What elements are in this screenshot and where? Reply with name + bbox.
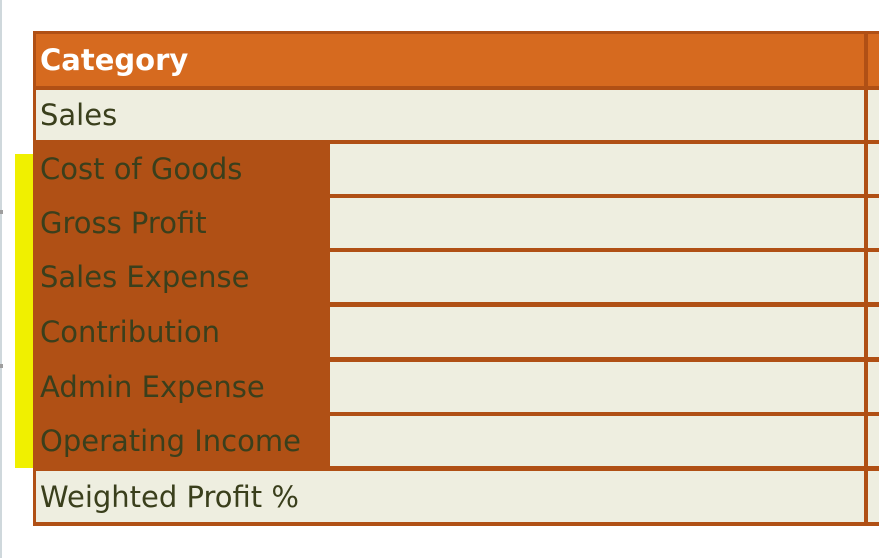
row-label: Admin Expense: [36, 362, 864, 412]
left-margin-rule: [0, 0, 2, 558]
row-label: Sales: [40, 98, 118, 132]
row-label: Cost of Goods: [36, 144, 864, 194]
table-row[interactable]: Operating Income: [36, 416, 864, 466]
table-row[interactable]: Admin Expense: [36, 362, 864, 412]
row-label: Gross Profit: [36, 198, 864, 248]
table-row[interactable]: Sales Expense: [36, 252, 864, 302]
table-row[interactable]: Weighted Profit %: [36, 471, 864, 522]
left-tick-mark: [0, 364, 3, 368]
table-cell[interactable]: [868, 198, 879, 248]
table-row[interactable]: Contribution: [36, 307, 864, 357]
category-table: Category Sales Cost of Goods Gross Profi…: [33, 31, 879, 526]
column-header-category[interactable]: Category: [40, 43, 189, 77]
table-row[interactable]: Cost of Goods: [36, 144, 864, 194]
row-label: Weighted Profit %: [40, 479, 299, 514]
row-label: Sales Expense: [36, 252, 864, 302]
table-header-row: Category: [36, 34, 864, 86]
table-cell[interactable]: [868, 144, 879, 194]
table-cell[interactable]: [868, 90, 879, 140]
left-tick-mark: [0, 210, 3, 214]
table-cell[interactable]: [868, 471, 879, 522]
row-label: Operating Income: [36, 416, 864, 466]
table-cell[interactable]: [868, 252, 879, 302]
table-cell[interactable]: [868, 307, 879, 357]
table-cell[interactable]: [868, 416, 879, 466]
row-label: Contribution: [36, 307, 864, 357]
table-cell[interactable]: [868, 362, 879, 412]
next-column-header[interactable]: [868, 34, 879, 86]
table-row[interactable]: Gross Profit: [36, 198, 864, 248]
table-row[interactable]: Sales: [36, 90, 864, 140]
